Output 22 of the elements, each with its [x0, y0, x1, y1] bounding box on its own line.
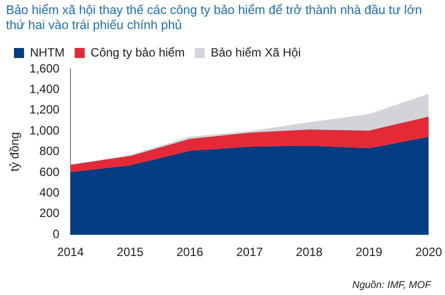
- x-tick-label: 2016: [176, 245, 204, 260]
- y-tick-label: 1,600: [29, 61, 60, 76]
- legend-label: Bảo hiểm Xã Hội: [210, 45, 301, 60]
- legend-label: Công ty bảo hiểm: [90, 45, 185, 60]
- chart-title: Bảo hiểm xã hội thay thế các công ty bảo hiểm để trở thành nhà đầu tư lớn thứ hai vào trái phiếu chính phủ: [5, 2, 423, 34]
- x-tick-label: 2020: [415, 245, 442, 260]
- y-tick-label: 800: [39, 144, 60, 158]
- y-tick-label: 600: [39, 164, 60, 179]
- x-tick-label: 2018: [296, 245, 323, 260]
- y-tick-label: 400: [39, 186, 60, 200]
- x-tick-label: 2015: [116, 245, 144, 260]
- x-tick-label: 2017: [236, 245, 264, 260]
- x-tick-label: 2019: [356, 245, 383, 260]
- x-tick-label: 2014: [57, 245, 84, 260]
- y-tick-label: 1,400: [29, 82, 60, 96]
- y-tick-label: 0: [52, 226, 60, 241]
- legend-label: NHTM: [30, 45, 65, 60]
- y-tick-label: 200: [39, 206, 60, 220]
- y-axis-title: tỷ đồng: [8, 132, 22, 172]
- y-tick-label: 1,000: [29, 123, 60, 138]
- y-tick-label: 1,200: [29, 102, 60, 117]
- text: Nguồn: IMF, MOF: [352, 280, 431, 291]
